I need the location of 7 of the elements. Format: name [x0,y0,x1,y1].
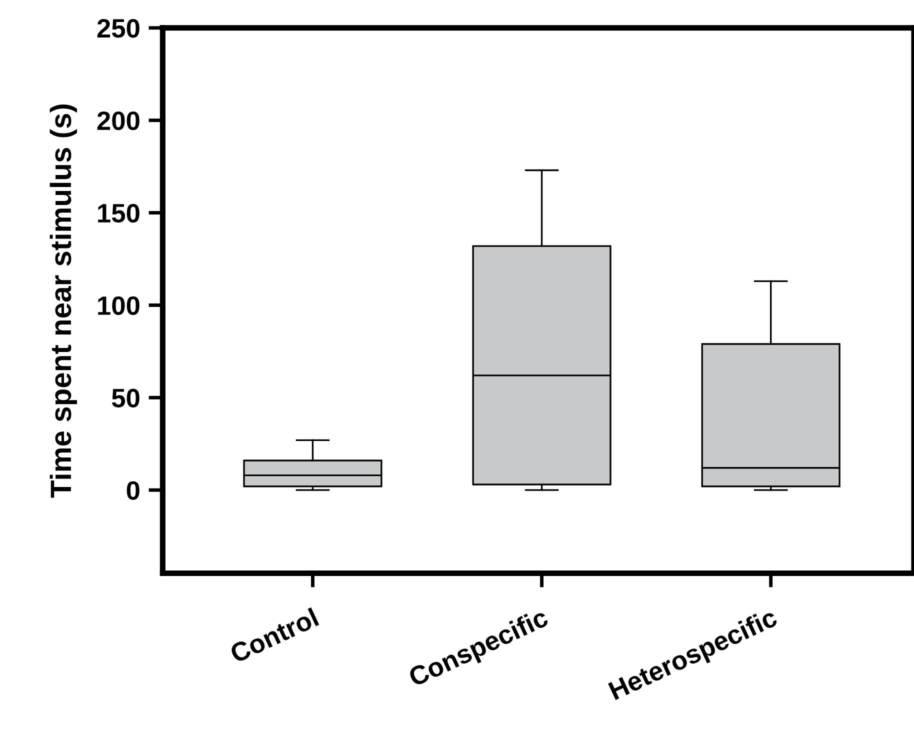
y-tick-label: 250 [97,19,140,38]
y-axis-title: Time spent near stimulus (s) [50,104,77,498]
y-tick-label: 200 [97,111,140,130]
y-tick-label: 150 [98,204,140,223]
y-tick-label: 100 [98,296,140,316]
y-tick-label: 0 [126,481,140,500]
y-tick-label: 50 [112,388,140,408]
